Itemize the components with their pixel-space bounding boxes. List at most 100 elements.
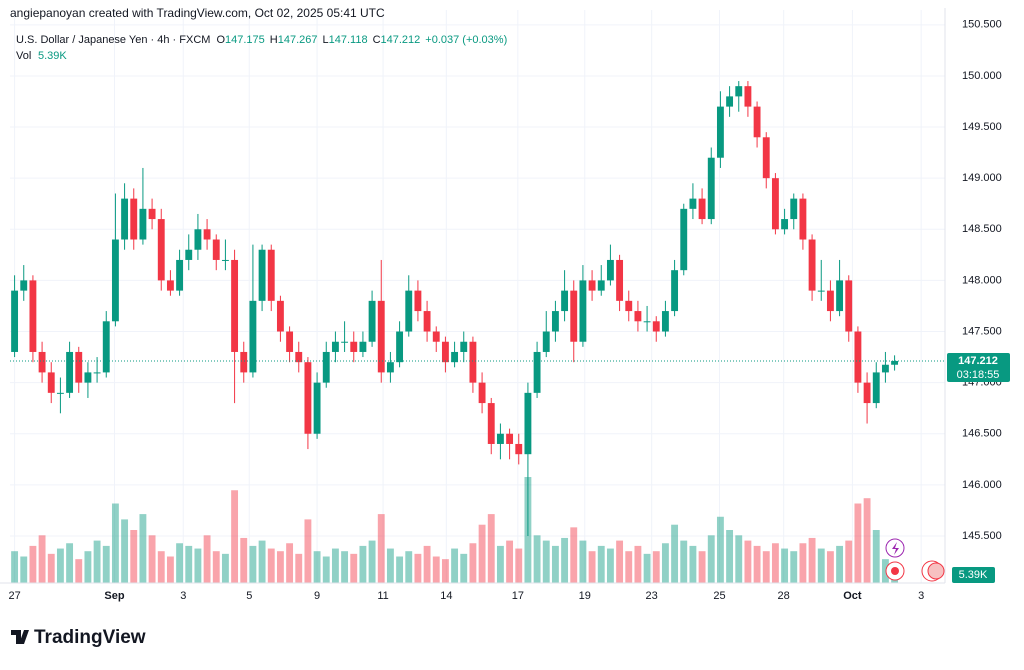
volume-bar — [258, 540, 266, 583]
candle-body — [47, 372, 55, 393]
volume-bar — [341, 551, 349, 583]
candle-body — [286, 331, 294, 352]
volume-bar — [166, 556, 174, 583]
volume-bar — [276, 551, 284, 583]
volume-bar — [707, 535, 715, 583]
volume-bar — [597, 545, 605, 583]
candle-body — [157, 219, 165, 281]
candle-body — [845, 280, 853, 332]
volume-bar — [249, 545, 257, 583]
volume-bar — [38, 535, 46, 583]
candle-body — [11, 290, 19, 352]
candle-body — [304, 362, 312, 434]
volume-bar — [808, 537, 816, 583]
candle-body — [240, 351, 248, 373]
volume-bar — [423, 545, 431, 583]
ohlc-label: C — [373, 34, 381, 46]
volume-bar — [698, 551, 706, 583]
volume-bar — [753, 545, 761, 583]
volume-bar — [588, 551, 596, 583]
volume-bar — [863, 498, 871, 583]
volume-bar — [781, 548, 789, 583]
candle-body — [368, 300, 376, 342]
candle-body — [331, 341, 339, 352]
candle-body — [634, 311, 642, 322]
logo-mark — [11, 630, 29, 644]
volume-bar — [606, 548, 614, 583]
volume-bar — [350, 553, 358, 583]
candle-body — [735, 86, 743, 97]
candle-body — [515, 443, 523, 455]
candle-body — [762, 137, 770, 179]
candle-body — [322, 351, 330, 383]
volume-bar — [432, 556, 440, 583]
candle-body — [799, 198, 807, 240]
x-tick-label: 9 — [314, 590, 320, 602]
candle-body — [56, 392, 64, 394]
volume-bar — [75, 559, 83, 583]
candle-body — [716, 106, 724, 158]
candle-body — [744, 86, 752, 107]
candle-body — [707, 157, 715, 220]
candle-body — [441, 341, 449, 363]
y-tick-label: 150.000 — [962, 70, 1002, 82]
candle-body — [689, 198, 697, 209]
countdown: 03:18:55 — [957, 369, 1000, 381]
candle-body — [881, 364, 889, 373]
volume-bar — [515, 548, 523, 583]
candle-body — [790, 198, 798, 220]
x-tick-label: 5 — [246, 590, 252, 602]
candle-body — [817, 290, 825, 292]
last-price-box — [947, 352, 1010, 382]
volume-bar — [130, 530, 138, 583]
candle-body — [203, 229, 211, 240]
volume-bar — [386, 548, 394, 583]
volume-bar — [817, 548, 825, 583]
ohlc-label: L — [322, 34, 328, 46]
ohlc-value: 147.175 — [225, 34, 265, 46]
volume-bar — [414, 553, 422, 583]
candle-body — [84, 372, 92, 383]
volume-bar — [616, 540, 624, 583]
volume-bar — [11, 551, 19, 583]
y-tick-label: 149.500 — [962, 121, 1002, 133]
volume-bar — [771, 543, 779, 583]
volume-bar — [542, 540, 550, 583]
volume-bar — [441, 559, 449, 583]
candle-body — [267, 249, 275, 301]
candle-body — [313, 382, 321, 434]
candle-body — [221, 259, 229, 261]
volume-bar — [84, 551, 92, 583]
candle-body — [771, 178, 779, 230]
volume-bar — [496, 545, 504, 583]
x-tick-label: 11 — [377, 590, 388, 602]
candle-body — [130, 198, 138, 240]
candle-body — [551, 311, 559, 332]
x-tick-label: 19 — [579, 590, 591, 602]
ohlc-label: O — [216, 34, 225, 46]
volume-bar — [487, 514, 495, 583]
x-tick-label: Oct — [843, 590, 862, 602]
change: +0.037 (+0.03%) — [425, 34, 507, 46]
candle-body — [111, 239, 119, 322]
volume-bar — [744, 540, 752, 583]
volume-bar — [836, 545, 844, 583]
volume-bar — [671, 524, 679, 583]
candle-body — [148, 208, 156, 220]
volume-bar — [405, 551, 413, 583]
candle-body — [359, 341, 367, 352]
volume-bar — [726, 530, 734, 583]
candle-body — [579, 280, 587, 342]
candle-body — [698, 198, 706, 220]
candle-body — [212, 239, 220, 260]
last-price-label: 147.212 — [958, 355, 998, 367]
volume-bar — [561, 537, 569, 583]
candle-body — [643, 321, 651, 323]
x-tick-label: 27 — [8, 590, 20, 602]
volume-bar — [313, 551, 321, 583]
x-tick-label: 3 — [918, 590, 924, 602]
x-tick-label: 28 — [778, 590, 790, 602]
candle-body — [139, 208, 147, 240]
x-tick-label: 17 — [512, 590, 524, 602]
candle-body — [38, 351, 46, 373]
